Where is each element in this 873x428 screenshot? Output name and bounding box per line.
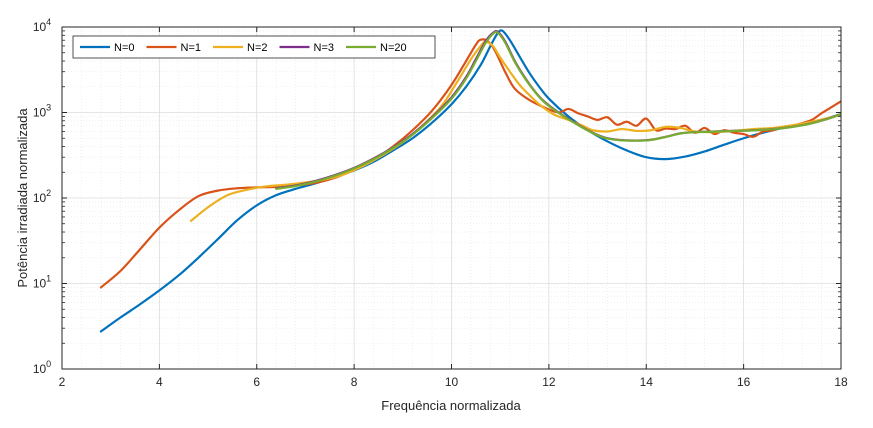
legend-box — [72, 35, 436, 59]
x-tick-label: 18 — [834, 375, 848, 389]
y-tick-label: 102 — [33, 188, 51, 205]
y-tick-label: 100 — [33, 359, 51, 376]
x-tick-label: 14 — [640, 375, 654, 389]
legend-entry-label: N=3 — [314, 42, 335, 54]
y-tick-label: 101 — [33, 274, 51, 291]
series-line-n20 — [275, 30, 841, 190]
y-axis-label: Potência irradiada normalizada — [15, 108, 30, 288]
y-tick-label: 103 — [33, 103, 51, 120]
x-tick-label: 2 — [59, 375, 66, 389]
x-tick-label: 8 — [351, 375, 358, 389]
y-tick-label: 104 — [33, 17, 51, 34]
y-tick-labels: 100 101 102 103 104 — [33, 17, 51, 376]
x-tick-label: 10 — [445, 375, 459, 389]
x-axis-label: Frequência normalizada — [381, 398, 521, 413]
x-tick-label: 4 — [156, 375, 163, 389]
legend-entry-label: N=20 — [380, 42, 407, 54]
x-tick-label: 16 — [737, 375, 751, 389]
legend-entry-label: N=2 — [247, 42, 268, 54]
legend-entry-label: N=0 — [114, 42, 135, 54]
x-tick-labels: 2 4 6 8 10 12 14 16 18 — [59, 375, 848, 389]
legend: N=0 N=1 N=2 N=3 N=20 — [72, 35, 436, 59]
x-tick-label: 6 — [253, 375, 260, 389]
ticks — [61, 26, 842, 370]
series-layer — [99, 29, 841, 333]
legend-entry-label: N=1 — [181, 42, 202, 54]
series-line-n0 — [99, 29, 841, 333]
x-tick-label: 12 — [542, 375, 556, 389]
